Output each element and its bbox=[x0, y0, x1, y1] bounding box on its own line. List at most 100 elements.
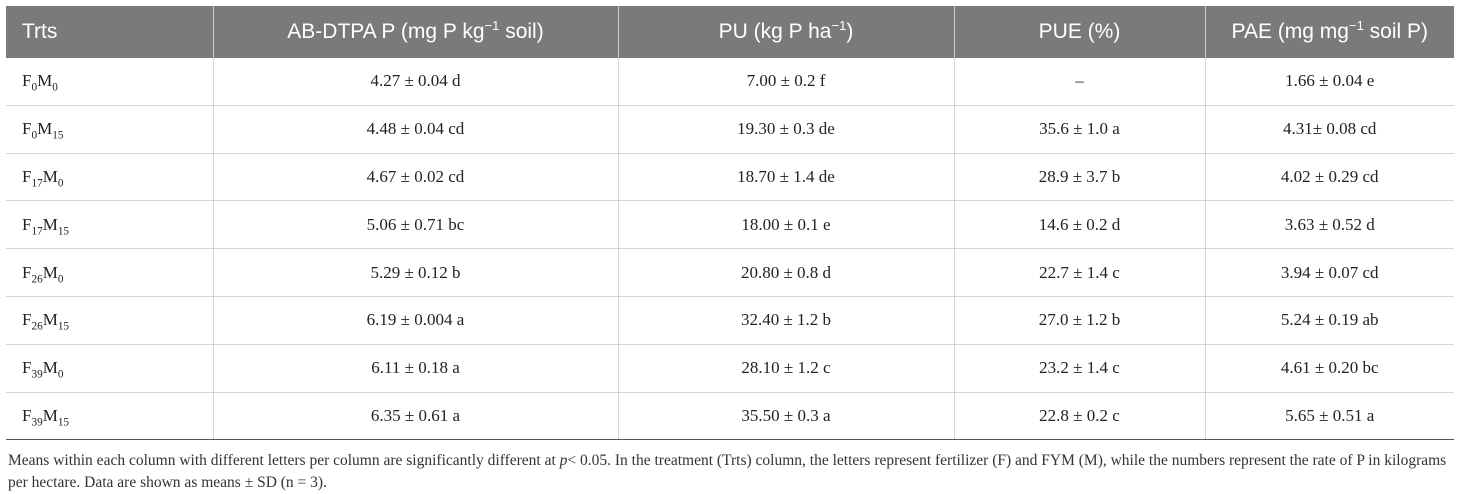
treatment-m-letter: M bbox=[42, 166, 58, 186]
ab-dtpa-cell: 5.06 ± 0.71 bc bbox=[213, 200, 619, 250]
treatment-m-rate: 0 bbox=[57, 177, 64, 190]
pue-cell: – bbox=[954, 58, 1206, 106]
treatment-m-rate: 15 bbox=[57, 416, 70, 429]
column-header-0: Trts bbox=[6, 6, 214, 58]
column-header-1: AB-DTPA P (mg P kg−1 soil) bbox=[213, 6, 619, 58]
ab-dtpa-cell: 4.48 ± 0.04 cd bbox=[213, 105, 619, 154]
pue-cell: 22.7 ± 1.4 c bbox=[954, 248, 1206, 297]
footnote-p-italic: p bbox=[559, 452, 568, 470]
header-superscript: −1 bbox=[484, 18, 500, 33]
pae-cell: 4.02 ± 0.29 cd bbox=[1205, 153, 1454, 202]
ab-dtpa-cell: 6.19 ± 0.004 a bbox=[213, 296, 619, 345]
treatment-f-rate: 0 bbox=[31, 129, 38, 142]
header-text: PU (kg P ha bbox=[718, 20, 832, 43]
table-row: F0M0 4.27 ± 0.04 d 7.00 ± 0.2 f –1.66 ± 0.0… bbox=[6, 58, 1454, 106]
treatment-f-letter: F bbox=[22, 262, 32, 282]
pu-cell: 35.50 ± 0.3 a bbox=[618, 392, 955, 441]
treatment-cell: F0M0 bbox=[6, 58, 214, 106]
column-header-4: PAE (mg mg−1 soil P) bbox=[1205, 6, 1454, 58]
treatment-m-letter: M bbox=[37, 119, 53, 139]
table-row: F26M0 5.29 ± 0.12 b 20.80 ± 0.8 d 22.7 ± 1.… bbox=[6, 248, 1454, 297]
pu-cell: 7.00 ± 0.2 f bbox=[618, 58, 955, 106]
treatment-m-letter: M bbox=[37, 71, 53, 91]
treatment-m-letter: M bbox=[42, 310, 58, 330]
treatment-cell: F26M0 bbox=[6, 248, 214, 297]
pae-cell: 1.66 ± 0.04 e bbox=[1205, 58, 1454, 106]
pu-cell: 20.80 ± 0.8 d bbox=[618, 248, 955, 297]
treatment-m-rate: 0 bbox=[57, 272, 64, 285]
header-text: AB-DTPA P (mg P kg bbox=[287, 20, 485, 43]
treatment-m-rate: 15 bbox=[57, 320, 70, 333]
table-row: F39M0 6.11 ± 0.18 a 28.10 ± 1.2 c 23.2 ± 1.… bbox=[6, 344, 1454, 393]
pu-cell: 18.70 ± 1.4 de bbox=[618, 153, 955, 202]
header-text-suffix: soil P) bbox=[1363, 20, 1428, 43]
treatment-f-rate: 17 bbox=[31, 177, 43, 190]
pue-cell: 14.6 ± 0.2 d bbox=[954, 200, 1206, 250]
ab-dtpa-cell: 6.11 ± 0.18 a bbox=[213, 344, 619, 393]
treatment-m-letter: M bbox=[42, 358, 58, 378]
treatment-cell: F39M0 bbox=[6, 344, 214, 393]
treatment-cell: F0M15 bbox=[6, 105, 214, 154]
header-text: PAE (mg mg bbox=[1231, 20, 1349, 43]
treatment-f-rate: 39 bbox=[31, 368, 43, 381]
header-text: PUE (%) bbox=[1038, 20, 1121, 43]
table-container: Trts AB-DTPA P (mg P kg−1 soil) PU (kg P h… bbox=[6, 6, 1454, 494]
treatment-cell: F26M15 bbox=[6, 296, 214, 345]
column-header-2: PU (kg P ha−1) bbox=[618, 6, 955, 58]
treatment-m-rate: 15 bbox=[52, 129, 64, 142]
ab-dtpa-cell: 5.29 ± 0.12 b bbox=[213, 248, 619, 297]
data-table: Trts AB-DTPA P (mg P kg−1 soil) PU (kg P h… bbox=[6, 6, 1454, 441]
treatment-cell: F39M15 bbox=[6, 392, 214, 441]
table-row: F17M15 5.06 ± 0.71 bc 18.00 ± 0.1 e 14.6 ± … bbox=[6, 200, 1454, 250]
ab-dtpa-cell: 6.35 ± 0.61 a bbox=[213, 392, 619, 441]
header-superscript: −1 bbox=[831, 18, 847, 33]
treatment-f-letter: F bbox=[22, 166, 32, 186]
treatment-f-letter: F bbox=[22, 214, 32, 234]
pue-cell: 22.8 ± 0.2 c bbox=[954, 392, 1206, 441]
treatment-cell: F17M15 bbox=[6, 200, 214, 250]
pu-cell: 19.30 ± 0.3 de bbox=[618, 105, 955, 154]
table-row: F39M15 6.35 ± 0.61 a 35.50 ± 0.3 a 22.8 ± 0… bbox=[6, 392, 1454, 441]
pue-cell: 35.6 ± 1.0 a bbox=[954, 105, 1206, 154]
treatment-f-letter: F bbox=[22, 358, 32, 378]
header-row: Trts AB-DTPA P (mg P kg−1 soil) PU (kg P h… bbox=[6, 6, 1454, 58]
treatment-cell: F17M0 bbox=[6, 153, 214, 202]
header-superscript: −1 bbox=[1348, 18, 1364, 33]
pu-cell: 32.40 ± 1.2 b bbox=[618, 296, 955, 345]
footnote-text-start: Means within each column with different … bbox=[8, 452, 560, 470]
treatment-f-letter: F bbox=[22, 71, 32, 91]
treatment-f-letter: F bbox=[22, 310, 32, 330]
table-body: F0M0 4.27 ± 0.04 d 7.00 ± 0.2 f –1.66 ± 0.0… bbox=[6, 58, 1454, 441]
pue-cell: 23.2 ± 1.4 c bbox=[954, 344, 1206, 393]
header-text-suffix: ) bbox=[846, 20, 854, 43]
pae-cell: 5.65 ± 0.51 a bbox=[1205, 392, 1454, 441]
treatment-m-rate: 0 bbox=[57, 368, 64, 381]
header-text: Trts bbox=[22, 20, 58, 43]
treatment-f-letter: F bbox=[22, 119, 32, 139]
pae-cell: 3.94 ± 0.07 cd bbox=[1205, 248, 1454, 297]
table-row: F0M15 4.48 ± 0.04 cd 19.30 ± 0.3 de 35.6 ± … bbox=[6, 105, 1454, 154]
treatment-f-letter: F bbox=[22, 405, 32, 425]
treatment-f-rate: 0 bbox=[31, 81, 38, 94]
ab-dtpa-cell: 4.27 ± 0.04 d bbox=[213, 58, 619, 106]
treatment-m-letter: M bbox=[42, 214, 58, 234]
treatment-f-rate: 26 bbox=[31, 272, 43, 285]
treatment-f-rate: 17 bbox=[31, 225, 43, 238]
footnote-text-end: < 0.05. In the treatment (Trts) column, … bbox=[8, 452, 1447, 492]
pu-cell: 18.00 ± 0.1 e bbox=[618, 200, 955, 250]
pae-cell: 5.24 ± 0.19 ab bbox=[1205, 296, 1454, 345]
treatment-f-rate: 26 bbox=[31, 320, 43, 333]
pu-cell: 28.10 ± 1.2 c bbox=[618, 344, 955, 393]
table-row: F17M0 4.67 ± 0.02 cd 18.70 ± 1.4 de 28.9 ± … bbox=[6, 153, 1454, 202]
treatment-f-rate: 39 bbox=[31, 416, 43, 429]
treatment-m-rate: 0 bbox=[52, 81, 58, 94]
pue-cell: 27.0 ± 1.2 b bbox=[954, 296, 1206, 345]
pae-cell: 3.63 ± 0.52 d bbox=[1205, 200, 1454, 250]
treatment-m-letter: M bbox=[42, 262, 58, 282]
ab-dtpa-cell: 4.67 ± 0.02 cd bbox=[213, 153, 619, 202]
header-text-suffix: soil) bbox=[499, 20, 544, 43]
pae-cell: 4.61 ± 0.20 bc bbox=[1205, 344, 1454, 393]
pue-cell: 28.9 ± 3.7 b bbox=[954, 153, 1206, 202]
treatment-m-letter: M bbox=[42, 405, 58, 425]
column-header-3: PUE (%) bbox=[954, 6, 1206, 58]
